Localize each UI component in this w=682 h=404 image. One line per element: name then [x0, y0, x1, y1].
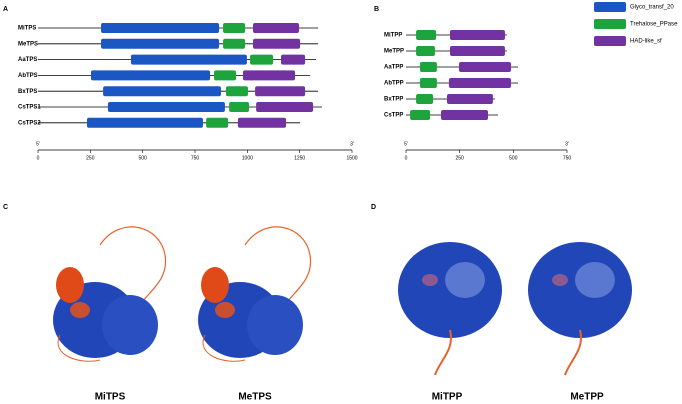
- domain: [252, 23, 300, 33]
- domain: [448, 78, 511, 88]
- domain: [440, 110, 489, 120]
- tick-label: 500: [138, 155, 147, 161]
- domain: [416, 30, 437, 40]
- protein-name: MeTPS: [18, 41, 38, 47]
- domain: [229, 102, 250, 112]
- domain: [206, 117, 229, 128]
- panel-letter: D: [371, 204, 376, 211]
- tick-label: 250: [86, 155, 95, 161]
- tick-label: 0: [405, 155, 408, 161]
- tick-label: 750: [563, 155, 572, 161]
- legend-label: HAD-like_sf: [630, 39, 662, 45]
- axis-end-label: 3': [565, 141, 569, 147]
- tick-label: 750: [191, 155, 200, 161]
- domain: [214, 70, 237, 81]
- domain: [416, 46, 435, 56]
- domain: [255, 86, 306, 97]
- protein-name: BxTPS: [18, 89, 37, 95]
- panel-letter: C: [3, 204, 8, 211]
- domain: [416, 94, 434, 104]
- structure-image: [198, 226, 312, 362]
- structure-label: MeTPS: [238, 392, 272, 403]
- domain: [107, 102, 225, 112]
- tick-label: 1000: [242, 155, 253, 161]
- domain: [450, 30, 505, 40]
- domain: [450, 46, 505, 56]
- domain: [242, 70, 296, 81]
- protein-name: AbTPP: [384, 81, 404, 87]
- domain: [459, 62, 511, 72]
- tick-label: 500: [509, 155, 518, 161]
- domain: [419, 62, 437, 72]
- tick-label: 1500: [346, 155, 357, 161]
- tick-label: 250: [455, 155, 464, 161]
- domain: [223, 38, 246, 49]
- domain: [252, 38, 301, 49]
- domain: [101, 23, 220, 33]
- tick-label: 1250: [294, 155, 305, 161]
- axis-end-label: 3': [350, 141, 354, 147]
- domain: [225, 86, 248, 97]
- domain: [223, 23, 246, 33]
- structure-image: [528, 242, 632, 376]
- domain: [250, 54, 274, 65]
- legend-label: Glyco_transf_20: [630, 5, 674, 11]
- legend-label: Trehalose_PPase: [630, 22, 678, 28]
- structure-image: [398, 242, 502, 376]
- structure-image: [53, 226, 167, 362]
- protein-name: CsTPS1: [18, 105, 41, 111]
- domain: [130, 54, 247, 65]
- domain: [256, 102, 314, 112]
- legend-swatch: [594, 2, 626, 12]
- domain: [281, 54, 306, 65]
- axis-end-label: 5': [404, 141, 408, 147]
- domain: [103, 86, 221, 97]
- legend-swatch: [594, 19, 626, 29]
- protein-name: MiTPS: [18, 26, 36, 32]
- domain: [410, 110, 431, 120]
- structure-label: MeTPP: [570, 392, 604, 403]
- protein-name: MiTPP: [384, 33, 402, 39]
- panel-letter: A: [3, 6, 8, 13]
- structure-label: MiTPP: [432, 392, 463, 403]
- protein-name: AaTPP: [384, 65, 403, 71]
- protein-name: AbTPS: [18, 73, 38, 79]
- protein-name: AaTPS: [18, 57, 37, 63]
- tick-label: 0: [37, 155, 40, 161]
- protein-name: CsTPP: [384, 113, 403, 119]
- domain: [101, 38, 220, 49]
- protein-name: CsTPS2: [18, 120, 41, 126]
- legend-swatch: [594, 36, 626, 46]
- domain: [419, 78, 437, 88]
- axis-end-label: 5': [36, 141, 40, 147]
- domain: [237, 117, 287, 128]
- domain: [86, 117, 203, 128]
- structure-label: MiTPS: [95, 392, 126, 403]
- domain: [90, 70, 211, 81]
- domain: [447, 94, 493, 104]
- panel-letter: B: [374, 6, 379, 13]
- protein-name: BxTPP: [384, 97, 403, 103]
- protein-name: MeTPP: [384, 49, 404, 55]
